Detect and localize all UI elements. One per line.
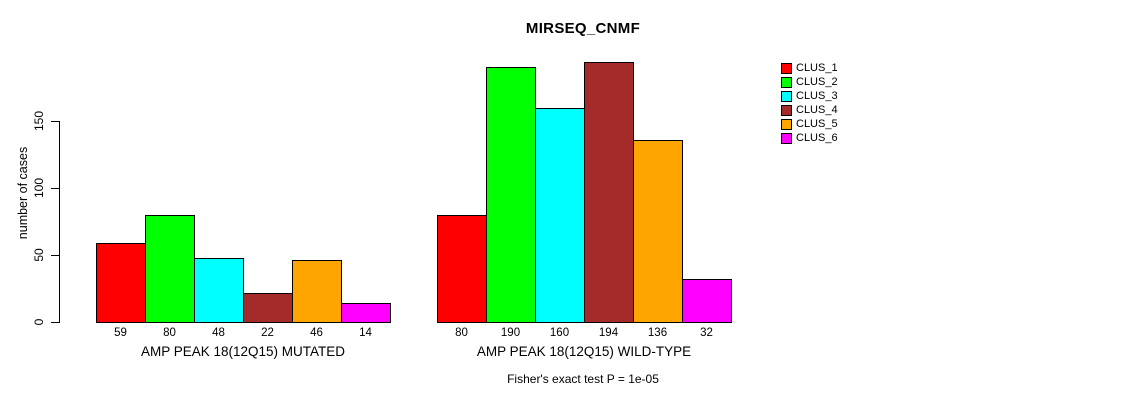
bar-value-label: 59 <box>114 327 127 339</box>
legend-label: CLUS_4 <box>796 104 838 116</box>
bar <box>437 214 487 323</box>
legend-swatch <box>781 104 792 116</box>
bar-value-label: 48 <box>212 327 225 339</box>
legend-entry: CLUS_1 <box>781 61 838 75</box>
legend-label: CLUS_3 <box>796 90 838 102</box>
bar-value-label: 80 <box>163 327 176 339</box>
bar <box>292 260 342 323</box>
bar-value-label: 160 <box>549 327 570 339</box>
y-tick-label: 50 <box>32 248 46 262</box>
legend-label: CLUS_2 <box>796 76 838 88</box>
x-group-label: AMP PEAK 18(12Q15) WILD-TYPE <box>476 344 692 359</box>
bar-value-label: 194 <box>598 327 619 339</box>
bar-value-label: 14 <box>359 327 372 339</box>
bar-value-label: 46 <box>310 327 323 339</box>
y-axis-label: number of cases <box>16 146 30 240</box>
bar <box>194 257 244 323</box>
bar <box>584 62 634 323</box>
bar-value-label: 32 <box>700 327 713 339</box>
x-group-label: AMP PEAK 18(12Q15) MUTATED <box>140 344 346 359</box>
bar <box>633 139 683 323</box>
y-tick <box>51 322 59 323</box>
y-tick <box>51 121 59 122</box>
bar <box>486 67 536 323</box>
legend-entry: CLUS_3 <box>781 89 838 103</box>
bar <box>682 279 732 323</box>
y-tick-label: 0 <box>32 318 46 326</box>
bar-value-label: 190 <box>500 327 521 339</box>
legend-label: CLUS_6 <box>796 132 838 144</box>
legend-entry: CLUS_4 <box>781 103 838 117</box>
legend-swatch <box>781 90 792 102</box>
legend-swatch <box>781 132 792 144</box>
bar <box>535 107 585 323</box>
bar <box>96 242 146 323</box>
bar-value-label: 22 <box>261 327 274 339</box>
legend-swatch <box>781 118 792 130</box>
bar <box>341 303 391 323</box>
bar <box>145 214 195 323</box>
bar-value-label: 80 <box>455 327 468 339</box>
legend-entry: CLUS_6 <box>781 131 838 145</box>
legend: CLUS_1 CLUS_2 CLUS_3 CLUS_4 CLUS_5 CLUS_6 <box>781 61 838 145</box>
y-tick <box>51 255 59 256</box>
y-tick-label: 150 <box>32 110 46 132</box>
legend-entry: CLUS_5 <box>781 117 838 131</box>
bar <box>243 292 293 323</box>
y-tick-label: 100 <box>32 177 46 199</box>
legend-entry: CLUS_2 <box>781 75 838 89</box>
stat-subtitle: Fisher's exact test P = 1e-05 <box>507 372 659 386</box>
y-tick <box>51 188 59 189</box>
chart-title: MIRSEQ_CNMF <box>525 20 641 37</box>
bar-value-label: 136 <box>647 327 668 339</box>
legend-swatch <box>781 76 792 88</box>
legend-label: CLUS_5 <box>796 118 838 130</box>
legend-swatch <box>781 62 792 74</box>
y-axis-line <box>59 121 60 323</box>
legend-label: CLUS_1 <box>796 62 838 74</box>
